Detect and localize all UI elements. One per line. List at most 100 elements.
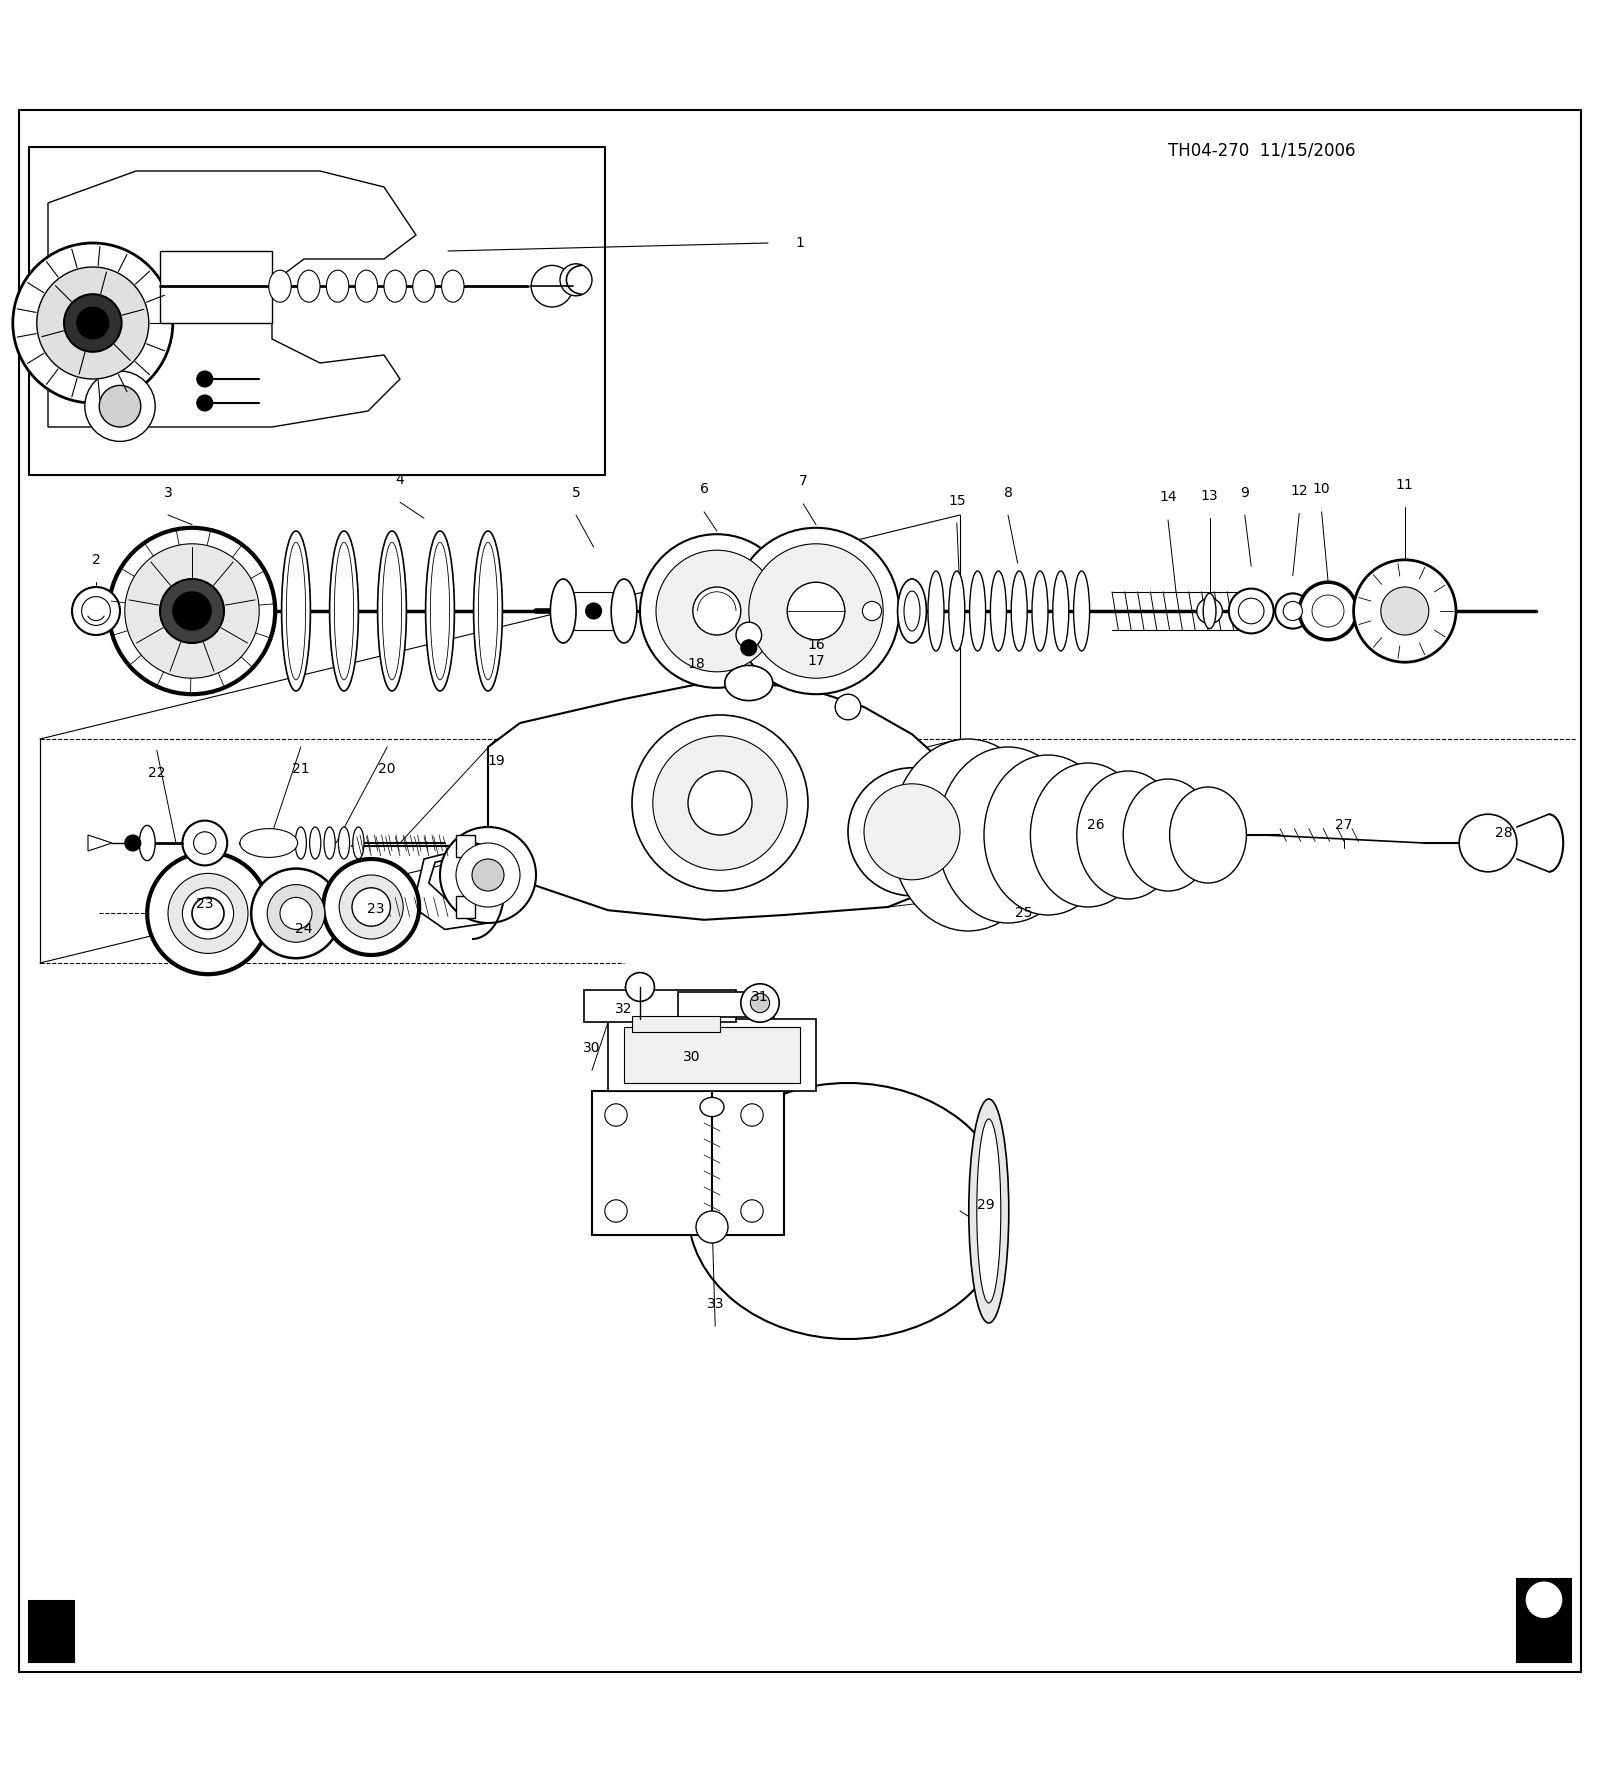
Ellipse shape [139,825,155,861]
Circle shape [99,385,141,428]
Circle shape [77,307,109,339]
Ellipse shape [970,570,986,650]
Ellipse shape [701,1098,723,1117]
Text: 21: 21 [291,763,310,777]
Ellipse shape [298,271,320,303]
Circle shape [640,535,794,688]
Ellipse shape [355,271,378,303]
Circle shape [173,592,211,631]
Ellipse shape [1123,779,1213,891]
Bar [584,991,736,1023]
Circle shape [192,898,224,930]
Text: 26: 26 [1086,818,1106,832]
Ellipse shape [984,756,1112,914]
Circle shape [741,640,757,656]
Ellipse shape [1011,570,1027,650]
Text: 18: 18 [686,658,706,670]
Text: 29: 29 [976,1198,995,1212]
Bar [456,896,475,918]
Circle shape [531,266,573,307]
Polygon shape [413,843,488,930]
Ellipse shape [898,579,926,643]
Circle shape [85,371,155,442]
Circle shape [688,772,752,836]
Circle shape [1381,586,1429,634]
Text: 20: 20 [379,763,395,777]
Circle shape [197,396,213,412]
Text: gm: gm [1539,1618,1549,1623]
Text: 9: 9 [1240,486,1250,499]
Circle shape [835,695,861,720]
Circle shape [1526,1582,1562,1618]
Ellipse shape [1032,570,1048,650]
Circle shape [339,875,403,939]
Circle shape [251,868,341,959]
Circle shape [182,887,234,939]
Ellipse shape [1229,588,1274,633]
Circle shape [632,715,808,891]
Circle shape [693,586,741,634]
Circle shape [456,843,520,907]
Circle shape [168,873,248,953]
Ellipse shape [330,531,358,691]
Bar [1517,1579,1571,1663]
Circle shape [750,993,770,1012]
Circle shape [787,583,845,640]
Ellipse shape [976,1119,1002,1303]
Circle shape [182,820,227,866]
Ellipse shape [990,570,1006,650]
Ellipse shape [294,827,307,859]
Circle shape [280,898,312,930]
Ellipse shape [1275,593,1310,629]
Text: 1: 1 [795,235,805,249]
Circle shape [741,1199,763,1222]
Text: 23: 23 [197,896,213,911]
Ellipse shape [611,579,637,643]
Circle shape [323,859,419,955]
Ellipse shape [891,740,1045,930]
Bar [632,1016,720,1032]
Text: 3: 3 [163,486,173,499]
Text: 15: 15 [947,494,966,508]
Circle shape [267,884,325,943]
Text: 27: 27 [1336,818,1352,832]
Text: 11: 11 [1395,478,1414,492]
Ellipse shape [334,542,354,679]
Polygon shape [48,171,416,428]
Circle shape [1299,583,1357,640]
Bar [608,1019,816,1091]
Ellipse shape [323,827,336,859]
Ellipse shape [269,271,291,303]
Circle shape [1354,560,1456,663]
Text: 12: 12 [1290,485,1309,497]
Circle shape [37,267,149,380]
Bar [563,592,624,631]
Circle shape [560,264,592,296]
Circle shape [472,859,504,891]
Ellipse shape [1170,788,1246,884]
Ellipse shape [938,747,1078,923]
Text: tb: tb [45,1627,58,1638]
Ellipse shape [384,271,406,303]
Ellipse shape [1074,570,1090,650]
Bar [592,1091,784,1235]
Polygon shape [488,683,960,920]
Ellipse shape [725,665,773,700]
Circle shape [1312,595,1344,627]
Text: 28: 28 [1494,827,1514,841]
Text: 32: 32 [616,1003,632,1016]
Ellipse shape [626,973,654,1001]
Ellipse shape [442,271,464,303]
Ellipse shape [326,271,349,303]
Ellipse shape [1203,593,1216,629]
Ellipse shape [309,827,320,859]
Circle shape [749,544,883,679]
Text: 5: 5 [571,486,581,499]
Text: TH04-270  11/15/2006: TH04-270 11/15/2006 [1168,141,1355,159]
Circle shape [125,836,141,852]
Ellipse shape [1053,570,1069,650]
Ellipse shape [688,1083,1008,1338]
Text: 2: 2 [91,552,101,567]
Bar [678,993,774,1018]
Circle shape [736,622,762,649]
